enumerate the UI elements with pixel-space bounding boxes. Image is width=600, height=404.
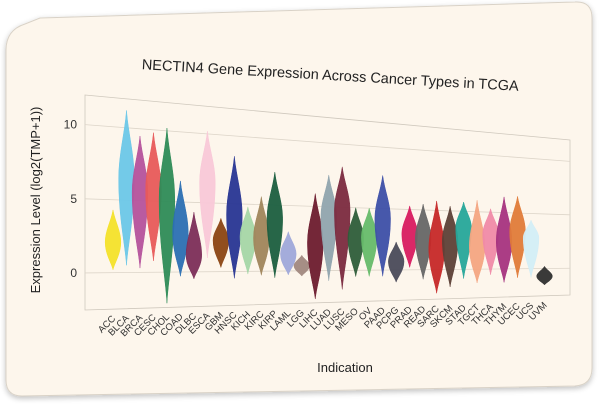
gridline	[84, 124, 571, 162]
violin-uvm	[536, 265, 553, 286]
violin-hnsc	[226, 156, 243, 279]
violin-lgg	[293, 254, 310, 277]
violin-esca	[199, 131, 216, 258]
violin-prad	[401, 205, 418, 268]
y-axis-label: Expression Level (log2(TMP+1))	[28, 107, 43, 294]
violin-coad	[172, 180, 189, 277]
plot-area: 0510ACCBLCABRCACESCCHOLCOADDLBCESCAGBMHN…	[64, 94, 571, 339]
violin-lusc	[334, 166, 351, 290]
y-tick-label: 5	[70, 192, 77, 206]
violin-thca	[482, 208, 499, 275]
violin-acc	[104, 209, 122, 270]
violin-pcpg	[388, 241, 405, 283]
violin-chol	[158, 128, 176, 304]
violin-cesc	[145, 132, 162, 261]
violin-kirp	[266, 172, 283, 278]
y-tick-label: 10	[64, 118, 78, 132]
chart-card	[5, 1, 593, 397]
violin-blca	[118, 110, 135, 266]
violin-meso	[347, 207, 364, 277]
violin-stad	[455, 201, 472, 279]
violin-laml	[280, 231, 297, 276]
violin-dlbc	[185, 212, 202, 280]
violin-paad	[374, 175, 391, 277]
violin-read	[415, 203, 432, 280]
violin-ucec	[509, 196, 526, 278]
x-axis-label: Indication	[317, 360, 373, 375]
plot-frame	[84, 94, 571, 311]
violin-ucs	[522, 219, 540, 278]
y-tick-label: 0	[70, 266, 77, 280]
